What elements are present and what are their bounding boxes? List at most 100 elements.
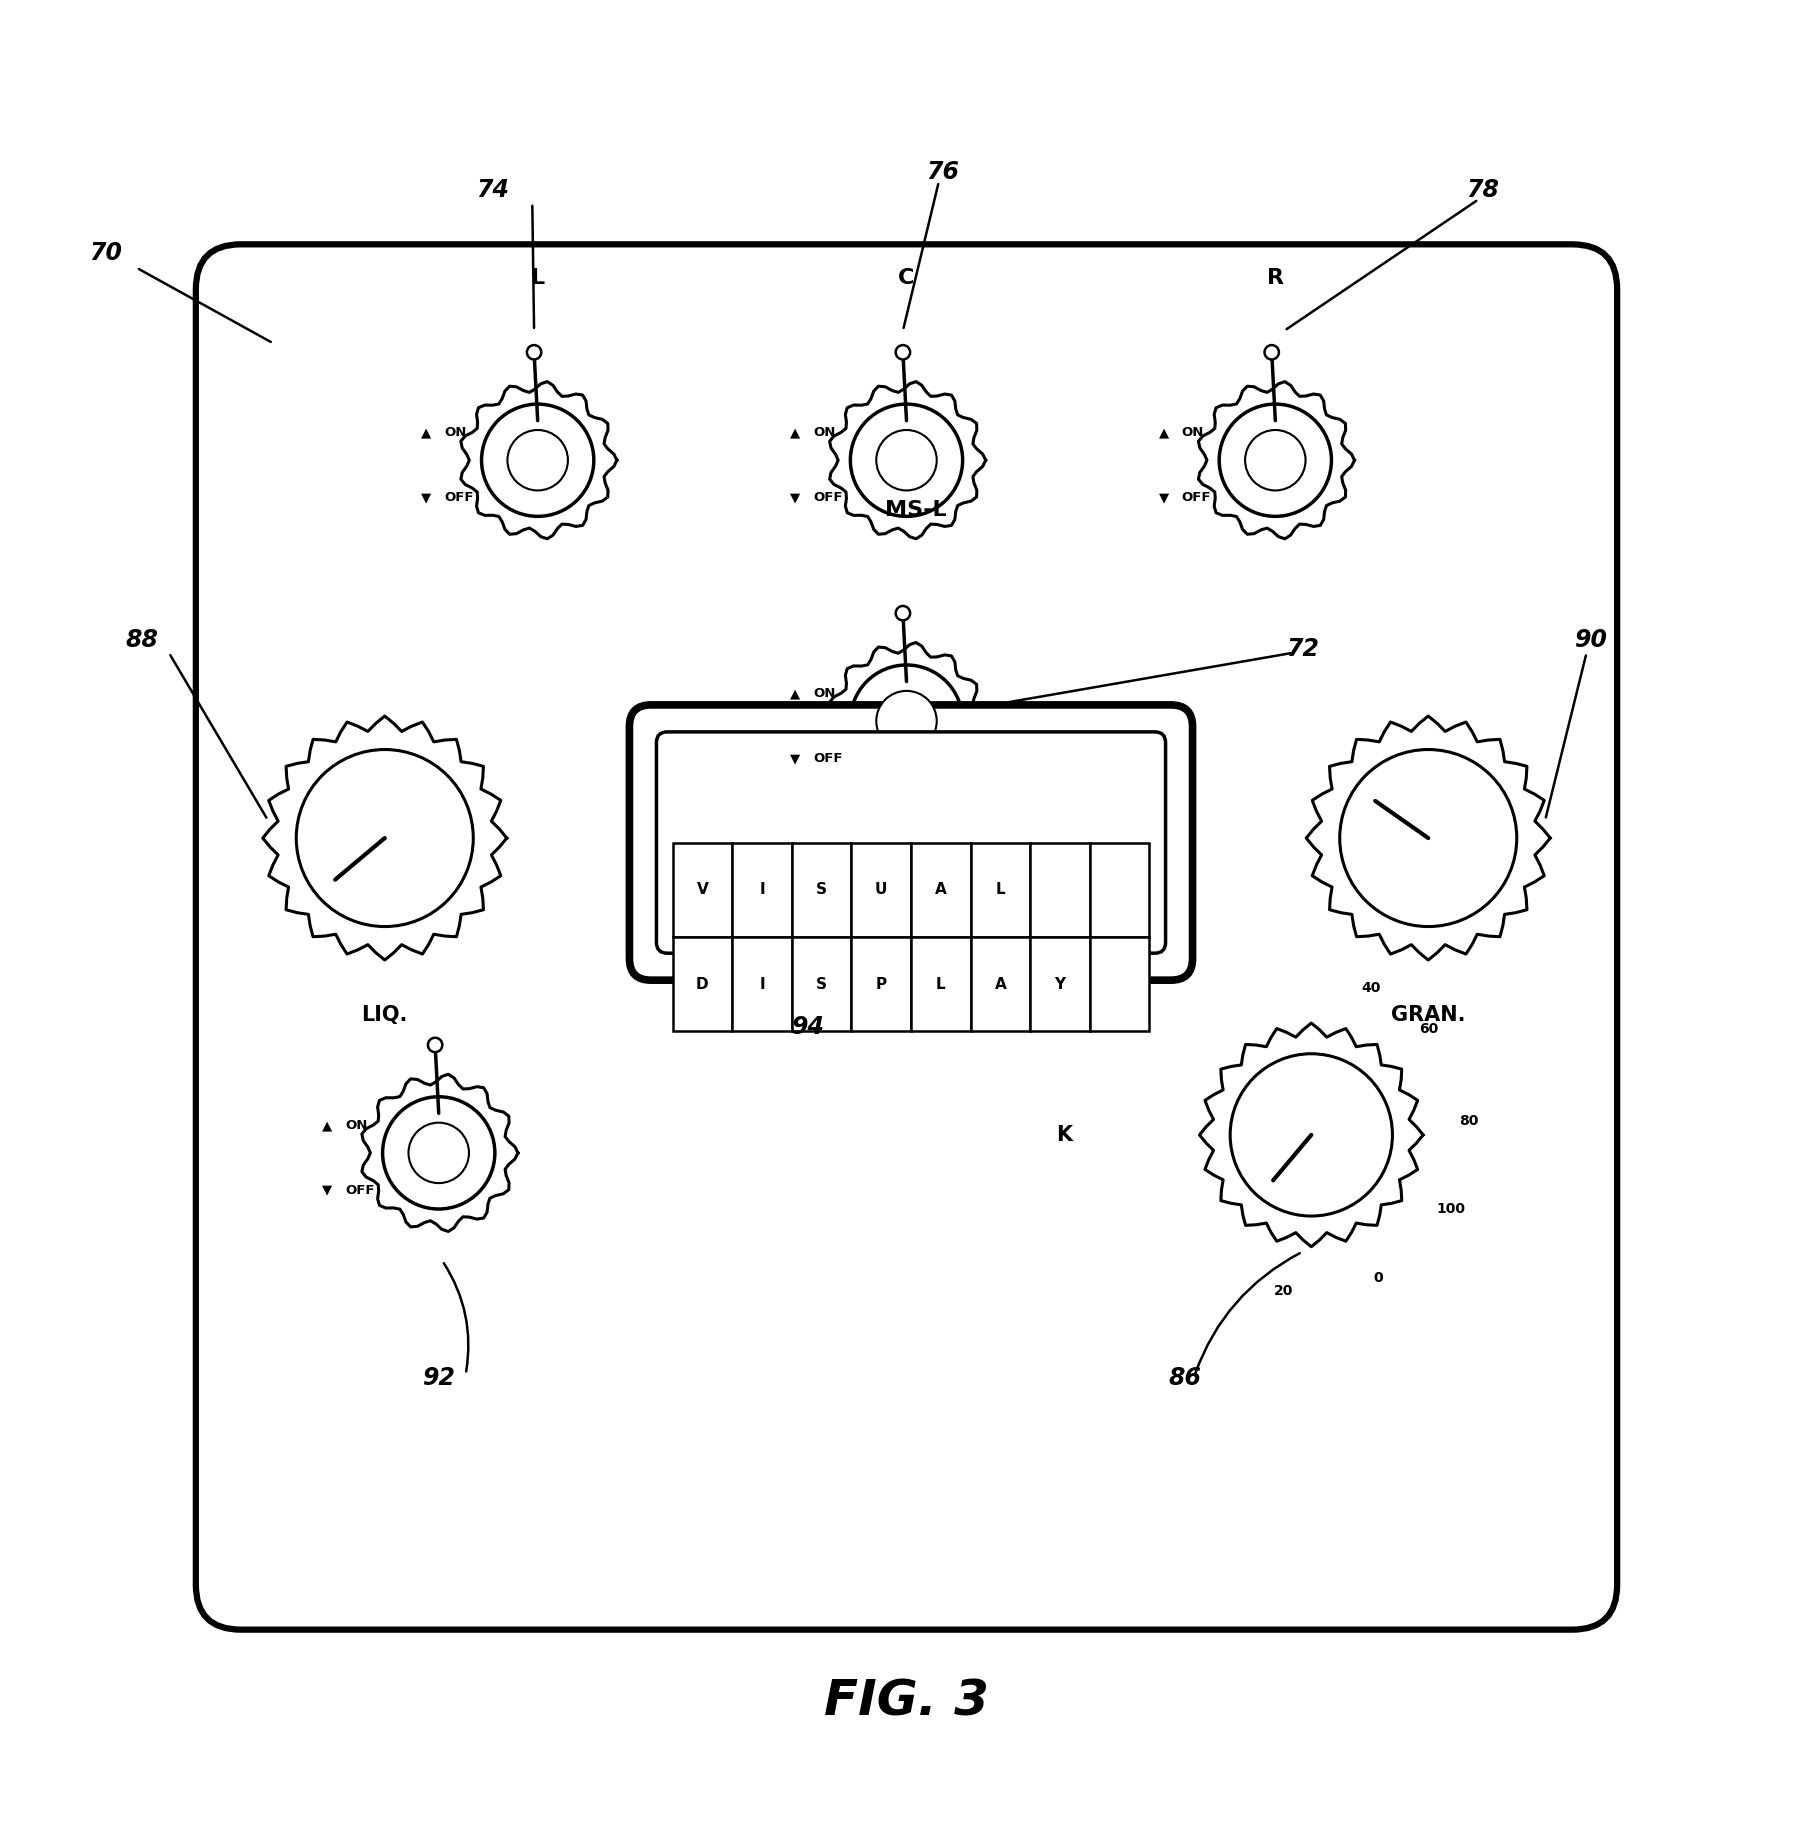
Text: 72: 72	[1285, 638, 1318, 662]
Text: 70: 70	[89, 241, 123, 265]
Text: ON: ON	[344, 1119, 368, 1132]
Text: ▲: ▲	[1159, 426, 1169, 439]
Text: 80: 80	[1459, 1114, 1479, 1129]
Polygon shape	[1198, 382, 1354, 539]
Bar	[732, 842, 792, 937]
Text: V: V	[696, 882, 709, 897]
Text: 92: 92	[422, 1366, 455, 1390]
Text: R: R	[1267, 268, 1284, 287]
Text: ▼: ▼	[790, 491, 800, 504]
Bar	[852, 937, 910, 1031]
Text: 88: 88	[125, 629, 158, 652]
Text: 40: 40	[1362, 981, 1380, 994]
Circle shape	[876, 430, 937, 491]
Circle shape	[876, 691, 937, 752]
Text: L: L	[531, 268, 544, 287]
Text: GRAN.: GRAN.	[1391, 1005, 1465, 1026]
Text: U: U	[876, 882, 887, 897]
Circle shape	[850, 404, 963, 516]
Bar	[792, 842, 852, 937]
Text: I: I	[760, 976, 765, 993]
Text: ▲: ▲	[790, 426, 800, 439]
Text: Y: Y	[1055, 976, 1066, 993]
Text: D: D	[696, 976, 709, 993]
Text: ▼: ▼	[1159, 491, 1169, 504]
Text: MS-L: MS-L	[885, 500, 946, 520]
Polygon shape	[830, 382, 986, 539]
Text: FIG. 3: FIG. 3	[825, 1678, 988, 1726]
Text: 100: 100	[1436, 1202, 1465, 1217]
Circle shape	[383, 1097, 495, 1209]
Text: ▲: ▲	[790, 687, 800, 700]
Bar	[910, 842, 970, 937]
Text: OFF: OFF	[1182, 491, 1211, 504]
Polygon shape	[1305, 717, 1550, 959]
Text: ON: ON	[1182, 426, 1204, 439]
Text: L: L	[995, 882, 1004, 897]
Text: L: L	[936, 976, 946, 993]
Bar	[792, 937, 852, 1031]
Circle shape	[1264, 346, 1278, 360]
Bar	[673, 842, 732, 937]
Polygon shape	[1200, 1024, 1423, 1246]
Text: OFF: OFF	[344, 1184, 375, 1197]
Circle shape	[1246, 430, 1305, 491]
Polygon shape	[363, 1073, 519, 1231]
Bar	[673, 937, 732, 1031]
Text: 0: 0	[1374, 1272, 1383, 1285]
Text: K: K	[1055, 1125, 1071, 1145]
Text: OFF: OFF	[812, 752, 843, 765]
Text: P: P	[876, 976, 887, 993]
Bar	[970, 842, 1030, 937]
Circle shape	[528, 346, 542, 360]
Text: ▲: ▲	[421, 426, 431, 439]
Text: ▲: ▲	[323, 1119, 332, 1132]
Text: OFF: OFF	[812, 491, 843, 504]
Text: OFF: OFF	[444, 491, 473, 504]
Circle shape	[482, 404, 595, 516]
Circle shape	[1218, 404, 1331, 516]
Circle shape	[896, 346, 910, 360]
Text: S: S	[816, 976, 827, 993]
Bar	[970, 937, 1030, 1031]
Bar	[910, 937, 970, 1031]
Circle shape	[408, 1123, 470, 1184]
Polygon shape	[830, 643, 986, 800]
Bar	[1090, 842, 1149, 937]
Text: 86: 86	[1169, 1366, 1202, 1390]
Polygon shape	[461, 382, 616, 539]
Circle shape	[1340, 750, 1517, 926]
FancyBboxPatch shape	[629, 706, 1193, 980]
Polygon shape	[263, 717, 508, 959]
Circle shape	[1231, 1053, 1392, 1217]
Text: ON: ON	[444, 426, 466, 439]
Text: A: A	[936, 882, 946, 897]
FancyBboxPatch shape	[196, 244, 1617, 1630]
Text: LIQ.: LIQ.	[361, 1005, 408, 1026]
Circle shape	[896, 607, 910, 621]
Text: ON: ON	[812, 687, 836, 700]
FancyBboxPatch shape	[656, 732, 1166, 954]
Text: ON: ON	[812, 426, 836, 439]
Circle shape	[428, 1038, 442, 1051]
Text: 90: 90	[1574, 629, 1606, 652]
Circle shape	[508, 430, 567, 491]
Text: ▼: ▼	[790, 752, 800, 765]
Bar	[852, 842, 910, 937]
Text: 94: 94	[790, 1015, 825, 1038]
Text: I: I	[760, 882, 765, 897]
Text: C: C	[897, 268, 916, 287]
Text: S: S	[816, 882, 827, 897]
Circle shape	[296, 750, 473, 926]
Text: A: A	[995, 976, 1006, 993]
Text: 60: 60	[1420, 1022, 1438, 1037]
Text: 76: 76	[926, 160, 959, 184]
Bar	[1090, 937, 1149, 1031]
Bar	[1030, 842, 1090, 937]
Circle shape	[850, 665, 963, 777]
Text: 78: 78	[1465, 178, 1499, 202]
Text: 20: 20	[1275, 1283, 1293, 1298]
Text: 74: 74	[477, 178, 509, 202]
Bar	[732, 937, 792, 1031]
Text: ▼: ▼	[421, 491, 431, 504]
